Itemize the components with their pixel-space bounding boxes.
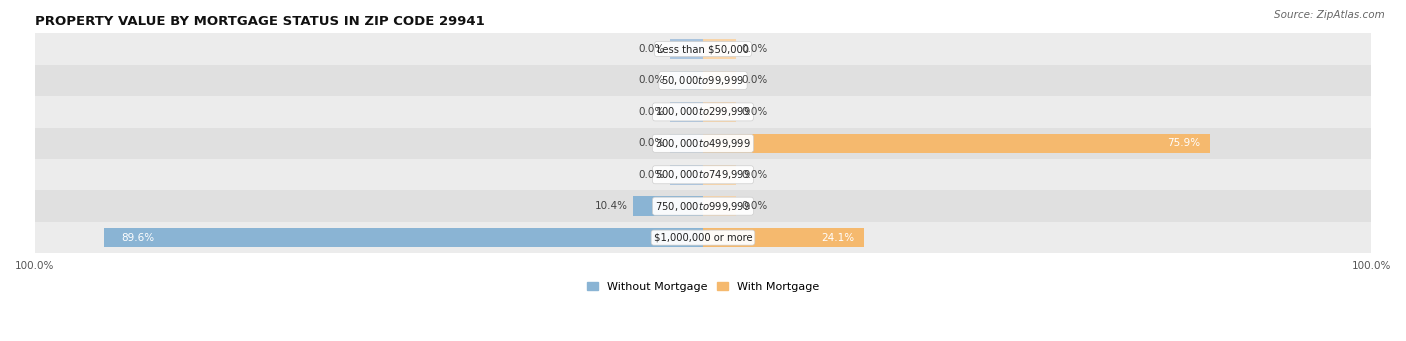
Bar: [104, 228, 703, 247]
Text: $100,000 to $299,999: $100,000 to $299,999: [655, 105, 751, 118]
Text: 0.0%: 0.0%: [742, 75, 768, 86]
Text: $50,000 to $99,999: $50,000 to $99,999: [661, 74, 745, 87]
Bar: [703, 71, 737, 90]
Text: 24.1%: 24.1%: [821, 233, 853, 242]
Text: 0.0%: 0.0%: [638, 138, 664, 148]
Legend: Without Mortgage, With Mortgage: Without Mortgage, With Mortgage: [582, 277, 824, 296]
Bar: [35, 222, 1371, 253]
Bar: [669, 134, 703, 153]
Text: 0.0%: 0.0%: [742, 44, 768, 54]
Bar: [669, 165, 703, 184]
Text: $750,000 to $999,999: $750,000 to $999,999: [655, 200, 751, 213]
Text: 0.0%: 0.0%: [742, 170, 768, 180]
Bar: [669, 102, 703, 122]
Text: $300,000 to $499,999: $300,000 to $499,999: [655, 137, 751, 150]
Bar: [703, 228, 865, 247]
Text: 75.9%: 75.9%: [1167, 138, 1201, 148]
Text: $500,000 to $749,999: $500,000 to $749,999: [655, 168, 751, 181]
Bar: [35, 159, 1371, 191]
Text: 0.0%: 0.0%: [638, 170, 664, 180]
Bar: [703, 39, 737, 59]
Text: 0.0%: 0.0%: [742, 201, 768, 211]
Text: Less than $50,000: Less than $50,000: [657, 44, 749, 54]
Bar: [669, 71, 703, 90]
Text: 10.4%: 10.4%: [595, 201, 628, 211]
Bar: [703, 134, 1211, 153]
Text: PROPERTY VALUE BY MORTGAGE STATUS IN ZIP CODE 29941: PROPERTY VALUE BY MORTGAGE STATUS IN ZIP…: [35, 15, 485, 28]
Text: 0.0%: 0.0%: [638, 44, 664, 54]
Bar: [35, 65, 1371, 96]
Text: $1,000,000 or more: $1,000,000 or more: [654, 233, 752, 242]
Bar: [669, 39, 703, 59]
Bar: [634, 196, 703, 216]
Text: 0.0%: 0.0%: [638, 75, 664, 86]
Bar: [35, 33, 1371, 65]
Bar: [703, 196, 737, 216]
Bar: [703, 165, 737, 184]
Bar: [35, 96, 1371, 128]
Text: 89.6%: 89.6%: [121, 233, 155, 242]
Text: 0.0%: 0.0%: [742, 107, 768, 117]
Bar: [35, 191, 1371, 222]
Text: Source: ZipAtlas.com: Source: ZipAtlas.com: [1274, 10, 1385, 20]
Bar: [703, 102, 737, 122]
Text: 0.0%: 0.0%: [638, 107, 664, 117]
Bar: [35, 128, 1371, 159]
